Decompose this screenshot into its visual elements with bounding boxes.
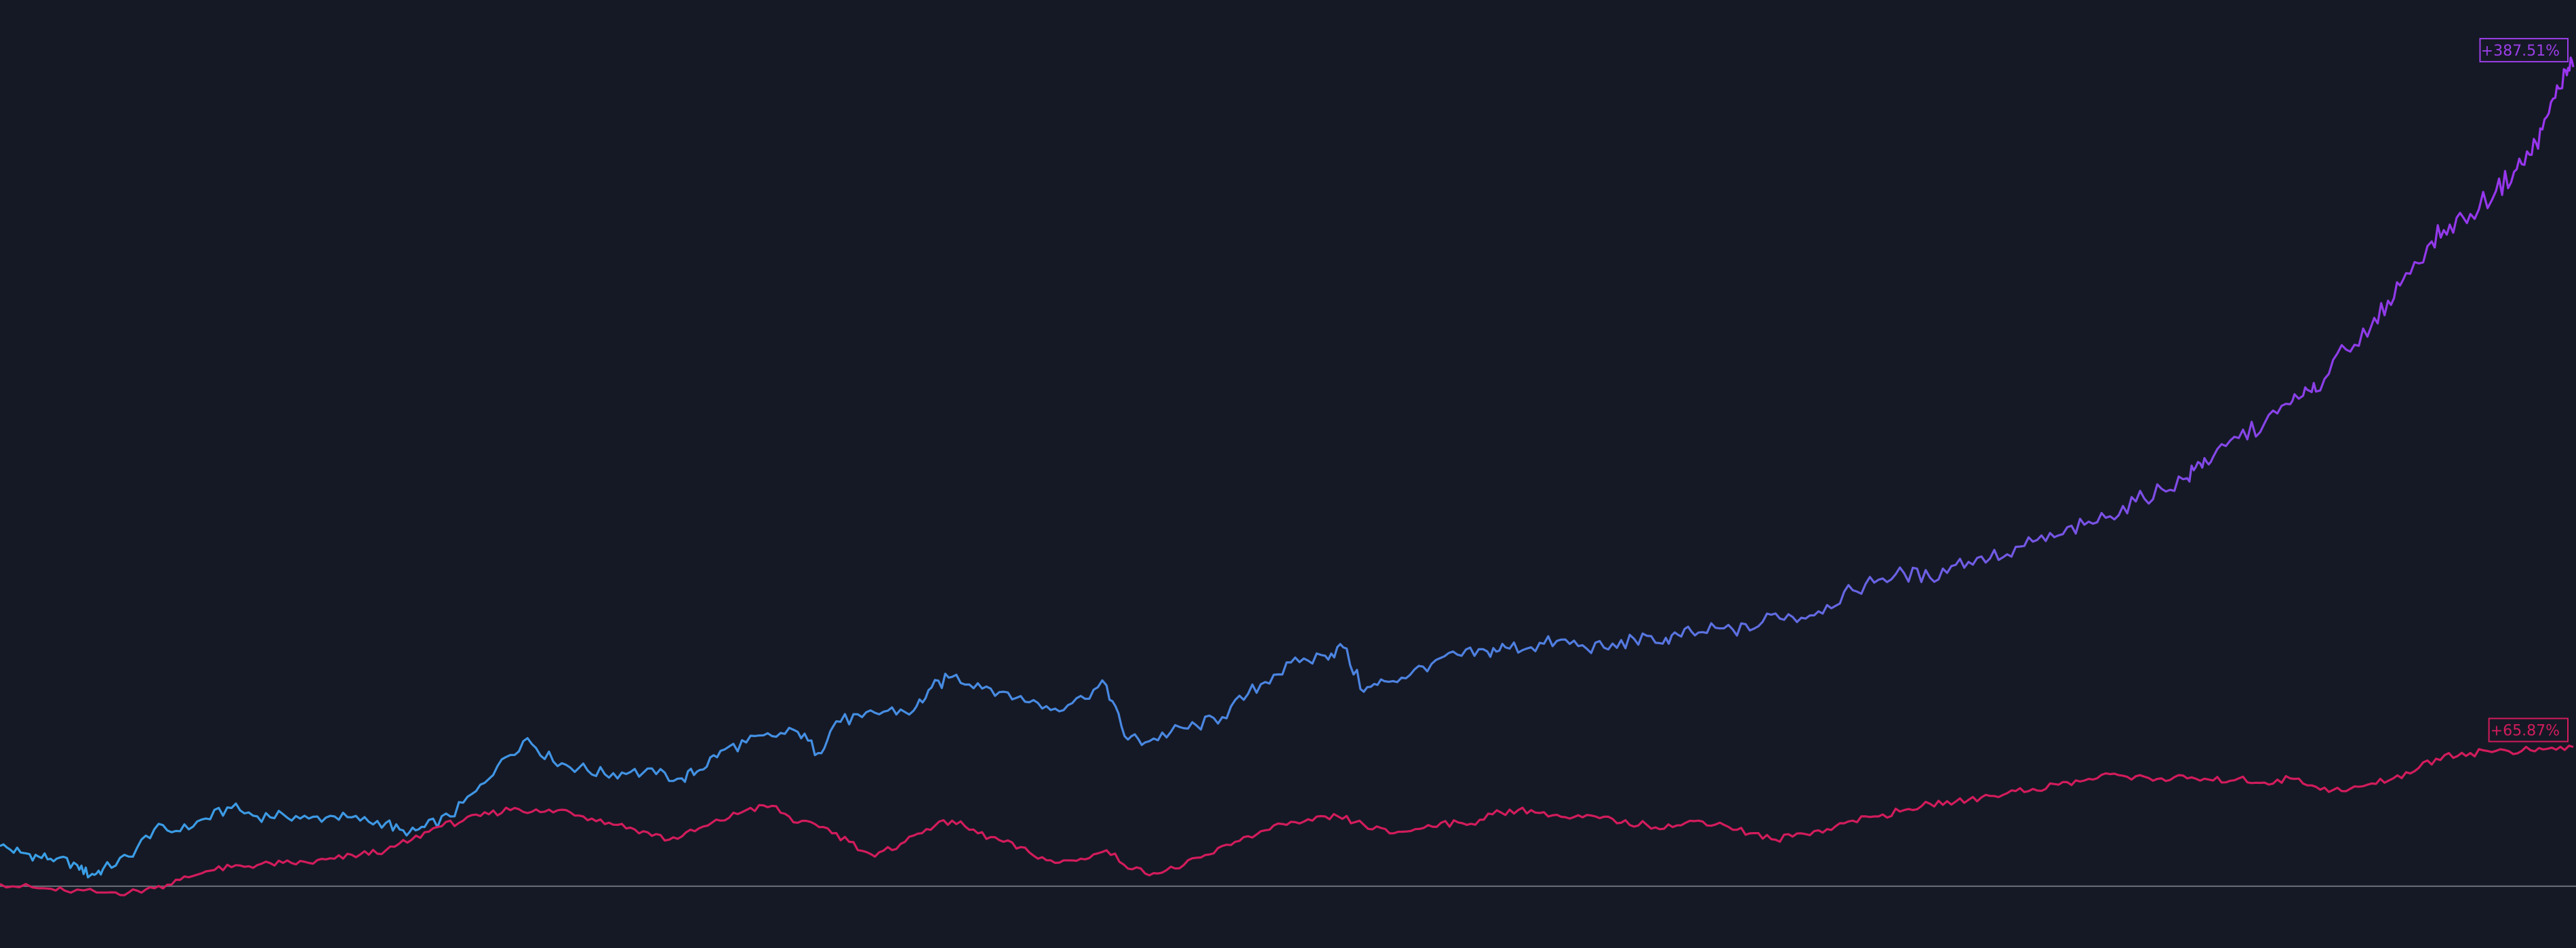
- end-value-box: [2488, 717, 2569, 743]
- end-value-badge-secondary: +65.87%: [2488, 717, 2569, 743]
- end-label-layer: +387.51% +65.87%: [2479, 37, 2569, 743]
- series-layer: [0, 56, 2575, 896]
- series-line-secondary: [0, 745, 2574, 896]
- series-line-primary: [0, 56, 2575, 879]
- end-value-label: +387.51%: [2481, 43, 2560, 60]
- end-value-badge-primary: +387.51%: [2479, 37, 2569, 62]
- end-value-label: +65.87%: [2491, 723, 2560, 740]
- end-value-box: [2479, 37, 2569, 62]
